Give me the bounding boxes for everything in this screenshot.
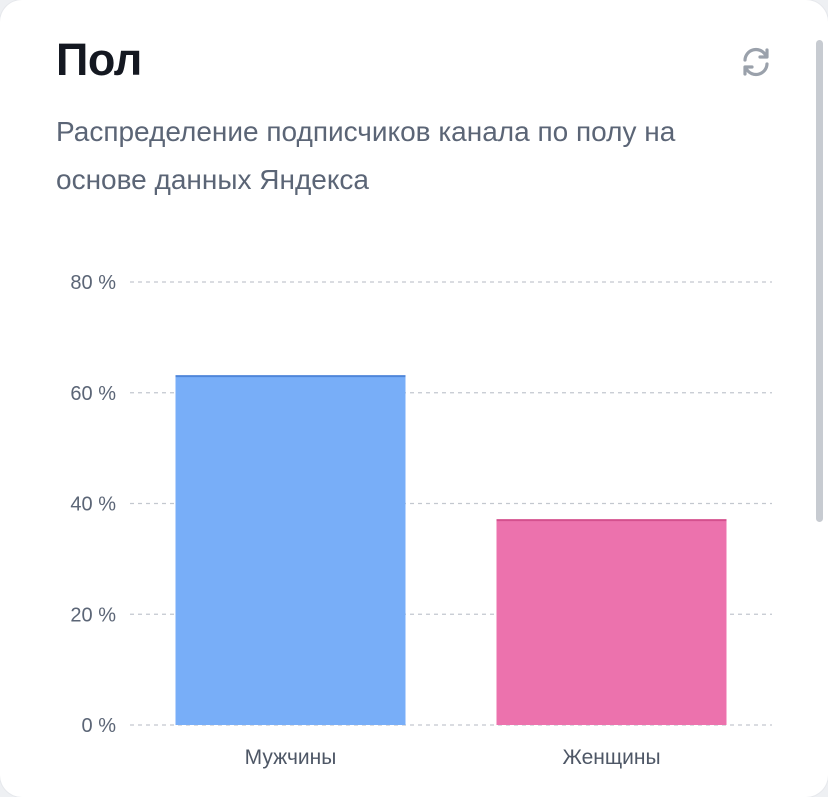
y-tick-label-80: 80 % [70, 272, 116, 294]
card-subtitle: Распределение подписчиков канала по полу… [56, 116, 676, 195]
scrollbar[interactable] [816, 40, 823, 522]
x-category-label-1: Женщины [562, 746, 660, 769]
x-category-label-0: Мужчины [245, 746, 337, 769]
card-title: Пол [56, 34, 142, 85]
bar-1 [496, 520, 727, 725]
y-tick-label-40: 40 % [70, 494, 116, 516]
y-tick-label-20: 20 % [70, 604, 116, 626]
y-tick-label-0: 0 % [82, 715, 117, 737]
bar-0 [175, 376, 406, 725]
y-tick-label-60: 60 % [70, 383, 116, 405]
refresh-icon[interactable] [738, 44, 774, 80]
